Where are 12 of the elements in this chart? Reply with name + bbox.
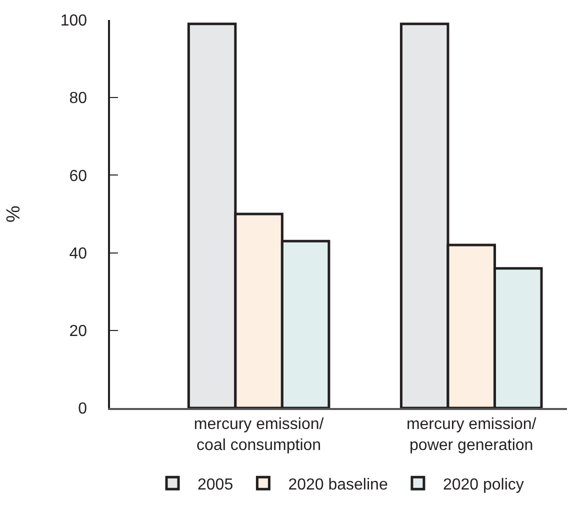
legend-label: 2020 baseline bbox=[288, 476, 388, 494]
legend-label: 2020 policy bbox=[442, 476, 524, 494]
y-tick-label: 20 bbox=[69, 323, 88, 340]
y-tick-label: 40 bbox=[69, 245, 88, 262]
x-tick-label: mercury emission/ coal consumption bbox=[194, 416, 324, 454]
y-tick-label: 80 bbox=[69, 90, 88, 108]
y-tick-label: 100 bbox=[60, 12, 88, 30]
y-axis-title: % bbox=[4, 205, 25, 222]
y-tick-label: 60 bbox=[69, 168, 88, 185]
y-tick-label: 0 bbox=[78, 400, 88, 418]
x-tick-label: mercury emission/ power generation bbox=[406, 416, 537, 454]
legend-label: 2005 bbox=[198, 476, 234, 494]
